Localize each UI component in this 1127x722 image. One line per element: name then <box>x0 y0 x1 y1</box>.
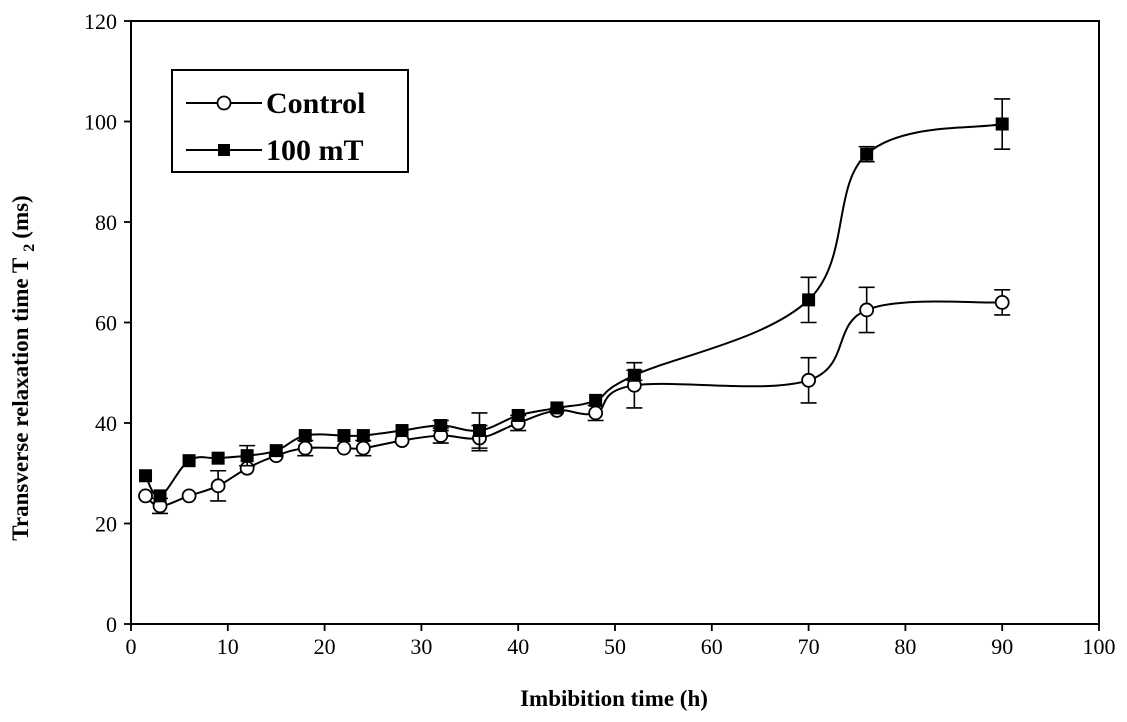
x-tick-label-9: 90 <box>991 634 1013 659</box>
point-0-3 <box>210 478 226 494</box>
point-1-7 <box>337 429 351 443</box>
point-1-2 <box>182 454 196 468</box>
point-1-14 <box>589 393 603 407</box>
x-tick-label-1: 10 <box>217 634 239 659</box>
legend-marker-control <box>216 95 232 111</box>
y-tick-label-3: 60 <box>95 311 117 336</box>
x-tick-label-2: 20 <box>314 634 336 659</box>
point-1-4 <box>240 449 254 463</box>
legend: Control 100 mT <box>171 69 409 173</box>
point-1-8 <box>356 429 370 443</box>
point-1-3 <box>211 451 225 465</box>
legend-box <box>171 69 409 173</box>
legend-label-100mt: 100 mT <box>266 134 364 167</box>
point-1-16 <box>802 293 816 307</box>
point-1-13 <box>550 401 564 415</box>
point-1-6 <box>298 429 312 443</box>
point-1-11 <box>472 424 486 438</box>
x-tick-label-4: 40 <box>507 634 529 659</box>
point-1-15 <box>627 368 641 382</box>
x-tick-label-0: 0 <box>126 634 137 659</box>
y-tick-label-5: 100 <box>84 110 117 135</box>
y-tick-label-1: 20 <box>95 512 117 537</box>
x-tick-label-3: 30 <box>410 634 432 659</box>
series-1 <box>139 98 1011 503</box>
series-0 <box>138 286 1011 515</box>
y-axis-title-main: Transverse relaxation time T <box>8 258 33 541</box>
legend-label-control: Control <box>266 87 365 120</box>
point-1-10 <box>434 419 448 433</box>
y-axis-title-subscript: 2 <box>21 244 38 252</box>
point-0-18 <box>994 294 1010 310</box>
point-1-5 <box>269 444 283 458</box>
y-tick-label-2: 40 <box>95 411 117 436</box>
x-tick-label-6: 60 <box>701 634 723 659</box>
y-tick-label-6: 120 <box>84 9 117 34</box>
x-tick-label-8: 80 <box>894 634 916 659</box>
y-axis: 0 20 40 60 80 100 120 <box>84 9 131 637</box>
legend-marker-100mt <box>218 144 230 156</box>
point-0-16 <box>801 372 816 388</box>
point-1-17 <box>860 147 874 161</box>
y-axis-title-unit: (ms) <box>8 195 33 238</box>
point-1-1 <box>153 489 167 503</box>
point-0-2 <box>181 488 197 504</box>
point-0-7 <box>336 440 352 456</box>
x-tick-label-7: 70 <box>798 634 820 659</box>
point-0-14 <box>588 405 604 421</box>
x-axis: 0 10 20 30 40 50 60 70 80 90 100 <box>126 624 1116 659</box>
x-tick-label-10: 100 <box>1083 634 1116 659</box>
y-tick-label-4: 80 <box>95 210 117 235</box>
point-0-8 <box>355 440 371 456</box>
plot-area <box>130 20 1100 625</box>
y-axis-title: Transverse relaxation time T 2 (ms) <box>8 195 38 540</box>
point-0-6 <box>297 440 313 456</box>
point-1-9 <box>395 424 409 438</box>
point-0-17 <box>859 302 875 318</box>
x-axis-title: Imbibition time (h) <box>520 686 708 711</box>
x-tick-label-5: 50 <box>604 634 626 659</box>
point-1-18 <box>995 117 1009 131</box>
point-0-0 <box>138 488 153 504</box>
y-tick-label-0: 0 <box>106 612 117 637</box>
point-1-0 <box>139 469 153 483</box>
point-1-12 <box>511 408 525 422</box>
